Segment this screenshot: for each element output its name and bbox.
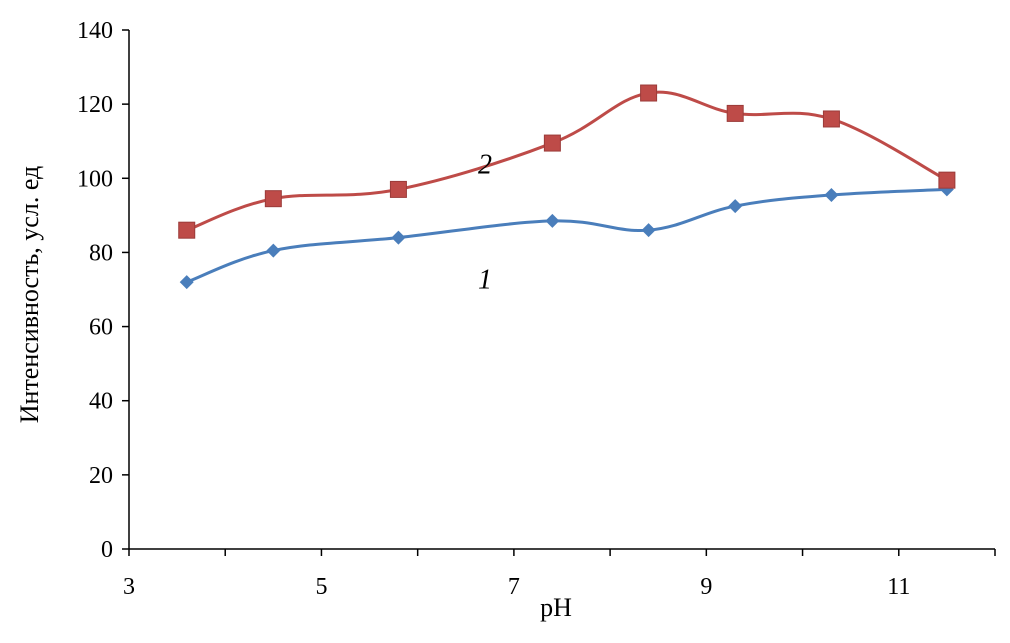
x-tick-label: 5 <box>315 574 327 600</box>
series-2-point <box>938 171 956 189</box>
series-2-point <box>389 180 407 198</box>
series-1-point <box>179 275 194 290</box>
series-2-point <box>264 190 282 208</box>
series-1-point <box>266 243 281 258</box>
series-2-point <box>822 110 840 128</box>
series-2-point <box>726 104 744 122</box>
x-axis-ticks: 3 5 7 9 11 <box>123 549 996 600</box>
series-2: 2 <box>178 84 956 239</box>
series-2-label: 2 <box>478 149 492 180</box>
x-tick-label: 9 <box>700 574 712 600</box>
series-1-point <box>728 199 743 214</box>
y-axis-ticks: 0 20 40 60 80 100 120 140 <box>77 18 129 563</box>
x-axis-title: pH <box>540 593 572 622</box>
series-1-label: 1 <box>478 264 492 295</box>
y-tick-label: 100 <box>77 166 113 192</box>
series-2-point <box>543 134 561 152</box>
y-tick-label: 140 <box>77 18 113 44</box>
series-1-line <box>186 187 947 284</box>
x-tick-label: 3 <box>123 574 135 600</box>
y-tick-label: 0 <box>101 537 113 563</box>
x-tick-label: 11 <box>887 574 910 600</box>
y-tick-label: 40 <box>89 389 113 415</box>
series-1: 1 <box>179 182 954 295</box>
series-1-point <box>824 187 839 202</box>
y-tick-label: 20 <box>89 463 113 489</box>
series-1-point <box>641 223 656 238</box>
series-2-point <box>640 84 658 102</box>
axes <box>128 30 995 550</box>
series-1-point <box>545 213 560 228</box>
series-1-point <box>391 230 406 245</box>
series-2-point <box>178 221 196 239</box>
y-tick-label: 60 <box>89 315 113 341</box>
series-layer: 12 <box>178 84 956 295</box>
y-tick-label: 80 <box>89 240 113 266</box>
y-tick-label: 120 <box>77 92 113 118</box>
y-axis-title: Интенсивность, усл. ед <box>15 166 44 424</box>
x-tick-label: 7 <box>508 574 520 600</box>
